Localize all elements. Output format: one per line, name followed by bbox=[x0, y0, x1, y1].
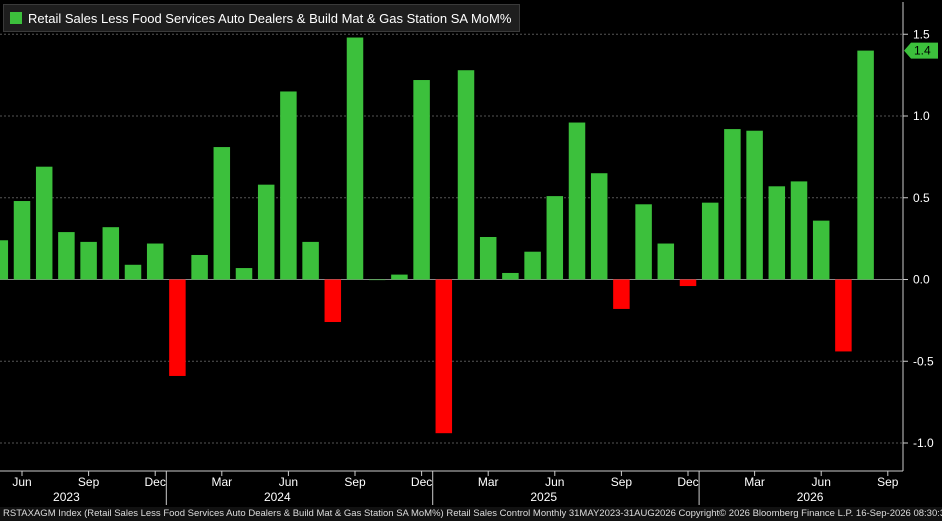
bar bbox=[235, 268, 253, 280]
bar bbox=[280, 91, 297, 280]
x-tick-label: Mar bbox=[478, 475, 499, 489]
bar bbox=[502, 272, 519, 280]
bar bbox=[0, 240, 9, 280]
bar bbox=[479, 236, 497, 280]
bar bbox=[812, 220, 830, 280]
bar bbox=[413, 80, 430, 280]
bar bbox=[257, 184, 275, 280]
chart-legend: Retail Sales Less Food Services Auto Dea… bbox=[3, 4, 521, 32]
year-label: 2025 bbox=[530, 490, 557, 504]
x-tick-label: Jun bbox=[545, 475, 564, 489]
bar bbox=[146, 243, 164, 280]
last-value-marker bbox=[904, 42, 938, 59]
bar bbox=[324, 279, 342, 323]
bar bbox=[635, 204, 652, 280]
x-tick-label: Jun bbox=[812, 475, 831, 489]
x-tick-label: Sep bbox=[877, 475, 899, 489]
bar bbox=[368, 279, 386, 281]
last-value-label: 1.4 bbox=[914, 44, 931, 58]
bar bbox=[302, 241, 319, 280]
bar bbox=[657, 243, 675, 280]
bar bbox=[590, 173, 608, 280]
bar bbox=[568, 122, 586, 280]
y-tick-label: 1.0 bbox=[913, 109, 930, 123]
bar bbox=[524, 251, 541, 280]
bar bbox=[790, 181, 808, 280]
footer-source-line: RSTAXAGM Index (Retail Sales Less Food S… bbox=[0, 507, 942, 521]
bar bbox=[746, 130, 763, 280]
bar bbox=[191, 254, 208, 280]
bar bbox=[457, 70, 475, 280]
y-tick-label: 0.0 bbox=[913, 273, 930, 287]
bar bbox=[213, 147, 231, 280]
bar bbox=[435, 279, 453, 434]
x-tick-label: Dec bbox=[145, 475, 166, 489]
x-tick-label: Sep bbox=[78, 475, 100, 489]
y-tick-label: -0.5 bbox=[913, 354, 934, 368]
y-tick-label: 1.5 bbox=[913, 27, 930, 41]
y-tick-label: 0.5 bbox=[913, 191, 930, 205]
legend-swatch bbox=[10, 12, 22, 24]
bar bbox=[35, 166, 53, 280]
bar bbox=[13, 201, 31, 280]
bar bbox=[80, 241, 97, 280]
year-label: 2026 bbox=[797, 490, 824, 504]
bar bbox=[857, 50, 874, 280]
bar bbox=[124, 264, 142, 280]
bar bbox=[391, 274, 408, 280]
bar bbox=[768, 186, 786, 280]
bar bbox=[679, 279, 697, 287]
bar bbox=[169, 279, 186, 376]
chart-title: Retail Sales Less Food Services Auto Dea… bbox=[28, 10, 512, 26]
x-tick-label: Dec bbox=[411, 475, 432, 489]
y-tick-label: -1.0 bbox=[913, 436, 934, 450]
x-tick-label: Jun bbox=[12, 475, 31, 489]
year-label: 2024 bbox=[264, 490, 291, 504]
bar bbox=[102, 227, 120, 280]
bar bbox=[701, 202, 719, 280]
bar bbox=[346, 37, 364, 280]
bar bbox=[724, 129, 741, 280]
bar bbox=[58, 232, 75, 280]
x-tick-label: Mar bbox=[211, 475, 232, 489]
x-tick-label: Mar bbox=[744, 475, 765, 489]
x-tick-label: Dec bbox=[677, 475, 698, 489]
bar bbox=[835, 279, 852, 352]
bar bbox=[546, 196, 564, 280]
x-tick-label: Sep bbox=[611, 475, 633, 489]
x-tick-label: Jun bbox=[279, 475, 298, 489]
bar bbox=[613, 279, 630, 309]
x-tick-label: Sep bbox=[344, 475, 366, 489]
year-label: 2023 bbox=[53, 490, 80, 504]
